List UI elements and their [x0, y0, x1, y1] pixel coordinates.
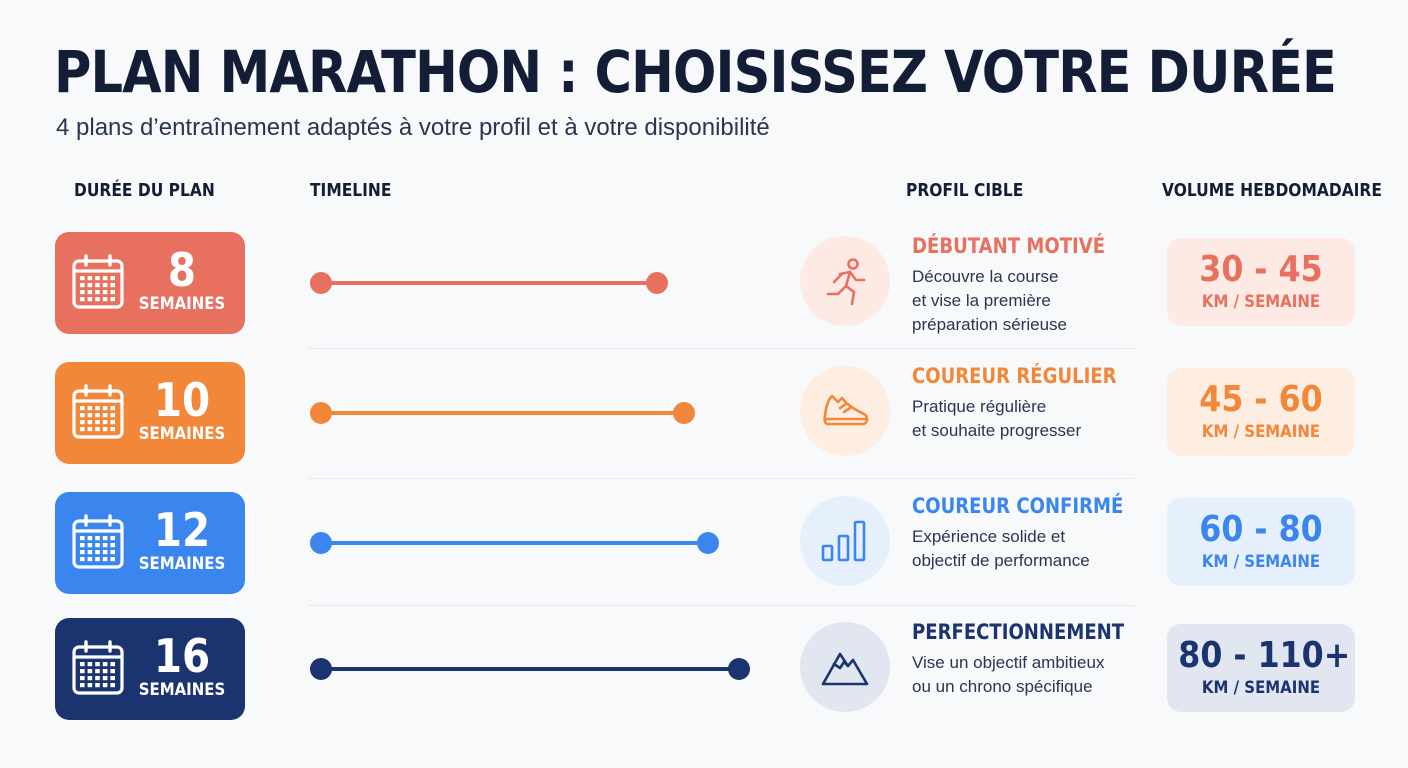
duration-weeks: 16 [153, 629, 211, 683]
timeline [300, 262, 770, 306]
timeline [300, 522, 770, 566]
calendar-icon [71, 254, 125, 310]
profile-description-line: et souhaite progresser [912, 421, 1082, 440]
profile-description-line: Découvre la course [912, 267, 1059, 286]
volume-card: 80 - 110+ KM / SEMAINE [1167, 624, 1355, 712]
plan-row-16-weeks: 16 SEMAINES PERFECTIONNEMENT Vise un objec… [0, 618, 1408, 728]
duration-card[interactable]: 10 SEMAINES [55, 362, 245, 464]
runner-icon [826, 258, 866, 306]
column-header-profile: PROFIL CIBLE [906, 180, 1024, 201]
duration-unit: SEMAINES [138, 554, 226, 574]
bar-chart-icon [821, 520, 866, 562]
volume-range: 30 - 45 [1199, 249, 1323, 290]
volume-range: 60 - 80 [1199, 509, 1323, 550]
profile-description: Découvre la course et vise la première pré… [912, 265, 1142, 337]
profile-icon-badge [800, 236, 890, 326]
row-divider [308, 478, 1134, 479]
timeline [300, 392, 770, 436]
column-header-timeline: TIMELINE [310, 180, 392, 201]
page-title: PLAN MARATHON : CHOISISSEZ VOTRE DURÉE [54, 38, 1337, 106]
timeline [300, 648, 770, 692]
timeline-end-dot [697, 532, 719, 554]
profile-description-line: et vise la première [912, 291, 1051, 310]
plan-row-12-weeks: 12 SEMAINES COUREUR CONFIRMÉ Expérience so… [0, 492, 1408, 602]
profile-title: COUREUR CONFIRMÉ [912, 494, 1124, 518]
profile-title: DÉBUTANT MOTIVÉ [912, 234, 1106, 258]
profile-title: PERFECTIONNEMENT [912, 620, 1125, 644]
duration-card[interactable]: 12 SEMAINES [55, 492, 245, 594]
volume-card: 45 - 60 KM / SEMAINE [1167, 368, 1355, 456]
timeline-start-dot [310, 658, 332, 680]
volume-unit: KM / SEMAINE [1201, 422, 1321, 442]
profile-description: Vise un objectif ambitieux ou un chrono s… [912, 651, 1142, 699]
timeline-end-dot [673, 402, 695, 424]
duration-unit: SEMAINES [138, 424, 226, 444]
calendar-icon [71, 514, 125, 570]
calendar-icon [71, 384, 125, 440]
profile-icon-badge [800, 366, 890, 456]
timeline-end-dot [646, 272, 668, 294]
mountain-icon [821, 652, 869, 686]
duration-card[interactable]: 16 SEMAINES [55, 618, 245, 720]
duration-card[interactable]: 8 SEMAINES [55, 232, 245, 334]
duration-unit: SEMAINES [138, 680, 226, 700]
timeline-start-dot [310, 402, 332, 424]
profile-description: Expérience solide et objectif de performa… [912, 525, 1142, 573]
plan-row-8-weeks: 8 SEMAINES DÉBUTANT MOTIVÉ Découvre la cou… [0, 232, 1408, 342]
duration-weeks: 12 [153, 503, 211, 557]
timeline-end-dot [728, 658, 750, 680]
timeline-start-dot [310, 272, 332, 294]
profile-title: COUREUR RÉGULIER [912, 364, 1117, 388]
row-divider [308, 605, 1134, 606]
column-header-duration: DURÉE DU PLAN [74, 180, 215, 201]
row-divider [308, 348, 1134, 349]
column-header-volume: VOLUME HEBDOMADAIRE [1162, 180, 1382, 201]
profile-description-line: ou un chrono spécifique [912, 677, 1093, 696]
profile-description-line: Expérience solide et [912, 527, 1066, 546]
volume-range: 80 - 110+ [1178, 635, 1351, 676]
calendar-icon [71, 640, 125, 696]
volume-unit: KM / SEMAINE [1201, 292, 1321, 312]
profile-description: Pratique régulière et souhaite progresser [912, 395, 1142, 443]
duration-unit: SEMAINES [138, 294, 226, 314]
profile-icon-badge [800, 622, 890, 712]
volume-unit: KM / SEMAINE [1201, 678, 1321, 698]
profile-description-line: objectif de performance [912, 551, 1090, 570]
volume-range: 45 - 60 [1199, 379, 1323, 420]
profile-description-line: Pratique régulière [912, 397, 1047, 416]
profile-icon-badge [800, 496, 890, 586]
duration-weeks: 8 [167, 243, 197, 297]
duration-weeks: 10 [153, 373, 211, 427]
volume-card: 30 - 45 KM / SEMAINE [1167, 238, 1355, 326]
profile-description-line: préparation sérieuse [912, 315, 1067, 334]
profile-description-line: Vise un objectif ambitieux [912, 653, 1105, 672]
plan-row-10-weeks: 10 SEMAINES COUREUR RÉGULIER Pratique régu… [0, 362, 1408, 472]
page-subtitle: 4 plans d’entraînement adaptés à votre p… [56, 114, 770, 141]
volume-card: 60 - 80 KM / SEMAINE [1167, 498, 1355, 586]
volume-unit: KM / SEMAINE [1201, 552, 1321, 572]
timeline-start-dot [310, 532, 332, 554]
running-shoe-icon [823, 394, 869, 426]
